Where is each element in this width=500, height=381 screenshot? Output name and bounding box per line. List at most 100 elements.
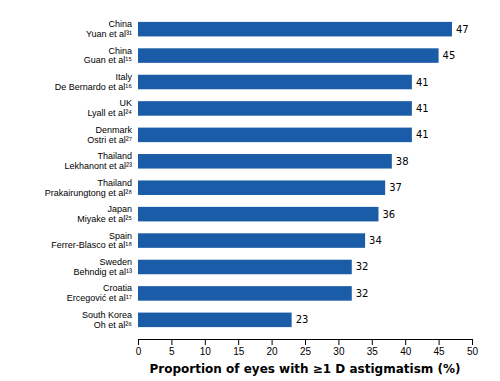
x-tick: 30 [333,339,345,357]
x-tick-label: 20 [267,346,279,357]
y-tick-label: ChinaGuan et al¹⁵ [84,46,133,66]
y-tick-label-line: Guan et al¹⁵ [84,55,133,65]
plot-area: 0 5 10 15 20 25 30 35 40 45 50 South KoreaOh et al²… [45,19,479,376]
x-tick-mark [472,339,473,345]
y-tick-label-line: Croatia [103,283,132,293]
x-tick-label: 35 [367,346,379,357]
y-tick-label: SwedenBehndig et al¹³ [73,257,132,277]
y-tick-label-line: Prakairungtong et al²⁸ [45,188,133,198]
x-tick-mark [372,339,373,345]
data-labels: 23 32 32 34 36 37 38 41 41 41 45 47 [296,24,469,326]
x-tick: 0 [136,339,142,357]
data-label: 23 [296,314,309,325]
bar [138,128,412,143]
y-tick-label-line: Miyake et al²⁵ [77,214,132,224]
x-tick-label: 40 [400,346,412,357]
x-tick-label: 0 [136,346,142,357]
x-tick-label: 25 [300,346,312,357]
x-tick-mark [272,339,273,345]
y-tick-label: CroatiaErcegović et al¹⁷ [67,283,132,303]
x-tick: 25 [300,339,312,357]
data-label: 41 [416,129,429,140]
y-tick-label: ChinaYuan et al³¹ [86,19,132,39]
y-tick: ItalyDe Bernardo et al¹⁶ [55,72,133,92]
x-tick: 45 [434,339,446,357]
data-label: 36 [382,209,395,220]
y-tick-label: DenmarkOstri et al²⁷ [87,125,132,145]
y-tick-label: ThailandPrakairungtong et al²⁸ [45,178,133,198]
y-tick: ThailandLekhanont et al²³ [64,151,132,171]
y-tick: ThailandPrakairungtong et al²⁸ [45,178,133,198]
data-label: 32 [356,261,369,272]
x-tick-label: 30 [333,346,345,357]
y-tick: South KoreaOh et al²⁶ [82,310,132,330]
bar [138,233,365,248]
x-tick: 20 [267,339,279,357]
chart-container: 0 5 10 15 20 25 30 35 40 45 50 South KoreaOh et al²… [0,0,500,381]
bar [138,75,412,90]
data-label: 34 [369,235,382,246]
y-tick-label-line: Ostri et al²⁷ [87,135,132,145]
y-tick: SwedenBehndig et al¹³ [73,257,132,277]
x-tick-mark [238,339,239,345]
x-tick: 15 [233,339,245,357]
y-tick-label-line: Sweden [99,257,132,267]
y-tick-label-line: Denmark [95,125,132,135]
bar [138,154,392,169]
x-tick-label: 10 [200,346,212,357]
x-tick-label: 45 [434,346,446,357]
y-tick-label-line: UK [119,98,132,108]
x-tick-mark [439,339,440,345]
x-tick: 40 [400,339,412,357]
x-tick-mark [338,339,339,345]
data-label: 37 [389,182,402,193]
bars [138,22,452,327]
bar [138,207,378,222]
data-label: 41 [416,77,429,88]
y-tick-label-line: Ercegović et al¹⁷ [67,293,132,303]
y-tick-label-line: China [108,19,132,29]
y-tick-label: South KoreaOh et al²⁶ [82,310,132,330]
bar [138,180,385,195]
x-tick-label: 5 [169,346,175,357]
y-tick-label-line: Thailand [97,178,132,188]
bar [138,48,439,63]
x-tick-mark [171,339,172,345]
y-tick-label-line: Ferrer-Blasco et al¹⁸ [51,240,132,250]
x-axis-title: Proportion of eyes with ≥1 D astigmatism… [150,362,461,376]
bar [138,286,352,301]
y-tick-label: UKLyall et al²⁴ [87,98,132,118]
y-tick-label: ThailandLekhanont et al²³ [64,151,132,171]
data-label: 45 [443,50,456,61]
y-tick-label-line: Behndig et al¹³ [73,267,132,277]
data-label: 41 [416,103,429,114]
x-tick: 50 [467,339,479,357]
x-tick-mark [405,339,406,345]
y-tick-label-line: South Korea [82,310,132,320]
y-tick-label: JapanMiyake et al²⁵ [77,204,132,224]
bar [138,313,292,328]
bar [138,101,412,116]
data-label: 47 [456,24,469,35]
y-tick: DenmarkOstri et al²⁷ [87,125,132,145]
y-tick: CroatiaErcegović et al¹⁷ [67,283,132,303]
x-tick-mark [205,339,206,345]
y-tick-label-line: De Bernardo et al¹⁶ [55,82,133,92]
y-tick-label-line: Spain [109,230,132,240]
x-tick-label: 50 [467,346,479,357]
x-tick-mark [138,339,139,345]
y-tick-label-line: Japan [107,204,132,214]
bar [138,22,452,37]
y-tick-label-line: Thailand [97,151,132,161]
chart-svg: 0 5 10 15 20 25 30 35 40 45 50 South KoreaOh et al²… [0,0,500,381]
y-axis: South KoreaOh et al²⁶ CroatiaErcegović et… [45,19,133,330]
data-label: 38 [396,156,409,167]
x-tick: 5 [169,339,175,357]
y-tick-label-line: Italy [115,72,132,82]
y-tick: SpainFerrer-Blasco et al¹⁸ [51,230,132,250]
data-label: 32 [356,288,369,299]
bar [138,260,352,275]
x-axis: 0 5 10 15 20 25 30 35 40 45 50 [136,339,479,357]
y-tick-label-line: Lekhanont et al²³ [64,161,132,171]
y-tick: ChinaGuan et al¹⁵ [84,46,133,66]
